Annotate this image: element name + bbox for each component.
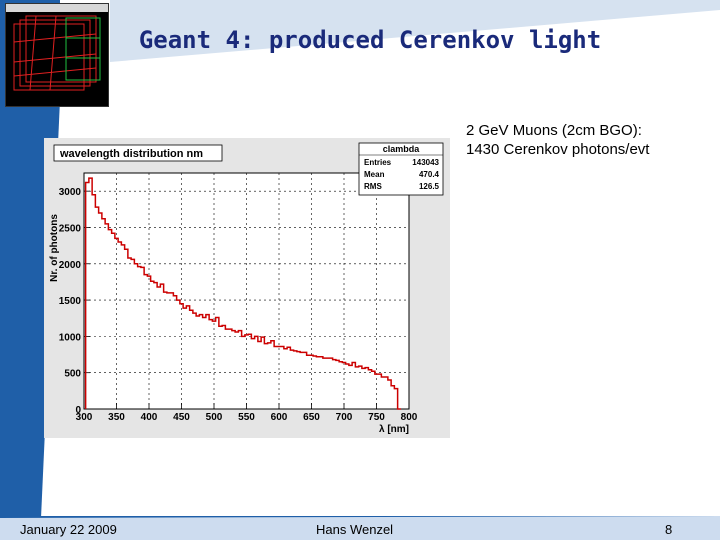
footer-date: January 22 2009 [20,522,117,537]
x-tick-label: 500 [206,412,223,423]
thumbnail-titlebar [6,4,108,12]
run-description: 2 GeV Muons (2cm BGO): 1430 Cerenkov pho… [466,121,649,159]
x-tick-label: 450 [173,412,190,423]
y-tick-label: 3000 [59,187,82,198]
histogram-title: wavelength distribution nm [59,148,203,160]
x-tick-label: 600 [271,412,288,423]
x-axis-label: λ [nm] [379,424,409,435]
x-tick-label: 350 [108,412,125,423]
x-tick-label: 650 [303,412,320,423]
x-tick-label: 300 [76,412,93,423]
x-tick-label: 750 [368,412,385,423]
stats-box [358,142,444,196]
wavelength-histogram: 300 350 400 450 500 550 600 650 700 750 800 0 500 100… [49,142,444,435]
y-axis-label: Nr. of photons [49,214,60,282]
x-tick-label: 700 [336,412,353,423]
x-tick-label: 800 [401,412,418,423]
light-bottom-strip [0,516,720,540]
run-description-line2: 1430 Cerenkov photons/evt [466,141,650,158]
y-tick-label: 1000 [59,332,82,343]
y-tick-label: 0 [75,405,81,416]
stats-name: clambda [383,144,421,154]
geometry-thumbnail [5,3,109,107]
run-description-line1: 2 GeV Muons (2cm BGO): [466,122,642,139]
stats-rms-value: 126.5 [419,182,440,191]
stats-mean-label: Mean [364,170,385,179]
y-tick-label: 1500 [59,296,82,307]
histogram-panel: 300 350 400 450 500 550 600 650 700 750 800 0 500 100… [44,138,450,438]
stats-entries-value: 143043 [412,158,439,167]
histogram-title-box [53,144,223,162]
page-number: 8 [665,522,673,537]
y-tick-label: 500 [64,369,81,380]
slide-title: Geant 4: produced Cerenkov light [138,26,602,54]
detector-wireframe-image [13,15,101,91]
y-tick-label: 2500 [59,223,82,234]
stats-entries-label: Entries [364,158,392,167]
x-tick-label: 550 [238,412,255,423]
x-tick-label: 400 [141,412,158,423]
y-tick-label: 2000 [59,260,82,271]
light-blue-top-band [110,0,720,62]
series-line [84,177,401,410]
stats-rms-label: RMS [364,182,382,191]
footer-author: Hans Wenzel [316,522,394,537]
stats-mean-value: 470.4 [419,170,440,179]
